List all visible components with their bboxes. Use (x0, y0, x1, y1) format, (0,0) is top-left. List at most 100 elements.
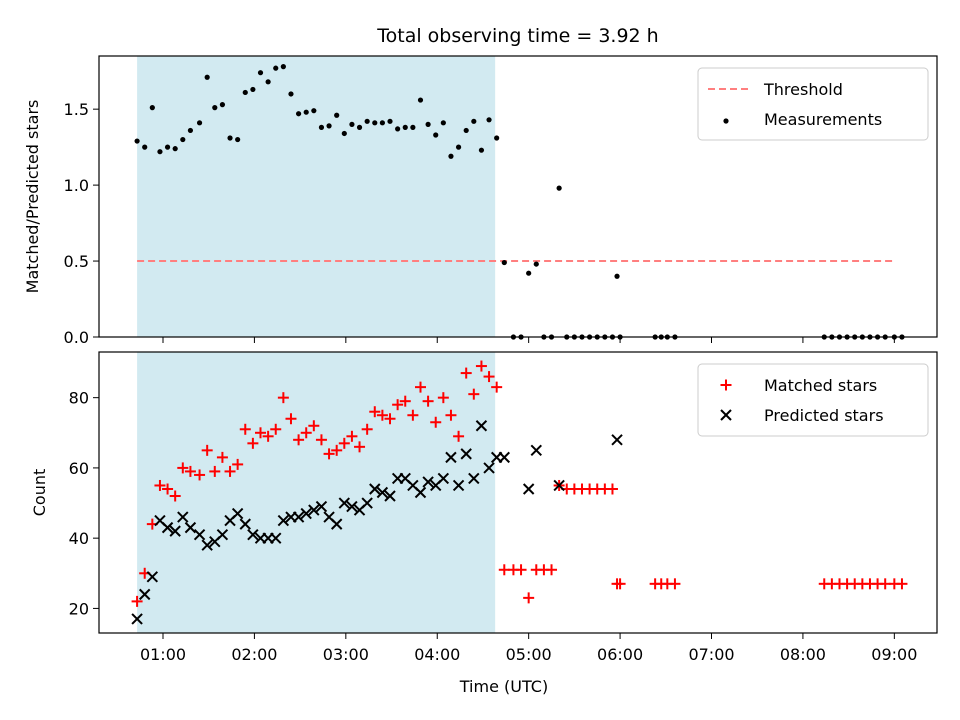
measurement-point (257, 70, 264, 76)
legend-label-threshold: Threshold (763, 80, 843, 99)
predicted-star-point (460, 448, 472, 460)
axes-frame-top (98, 55, 938, 338)
measurement-point (364, 118, 370, 124)
measurement-point (526, 270, 532, 276)
predicted-star-point (315, 500, 328, 513)
predicted-star-point (201, 539, 213, 551)
matched-star-point (216, 451, 228, 463)
x-axis-label: Time (UTC) (459, 677, 548, 696)
measurement-point (372, 120, 378, 126)
measurement-point (142, 144, 148, 150)
matched-star-point (232, 458, 244, 470)
matched-star-point (177, 462, 189, 474)
matched-star-point (308, 420, 320, 432)
observing-window-shade-top (137, 56, 496, 337)
measurement-point (494, 135, 500, 141)
predicted-star-point (445, 451, 457, 464)
measurement-point (349, 121, 355, 127)
matched-star-point (361, 423, 373, 435)
predicted-star-point (498, 451, 510, 464)
predicted-star-point (338, 497, 351, 509)
x-tick-label: 01:00 (140, 645, 186, 664)
measurement-point (187, 127, 194, 134)
predicted-star-point (193, 528, 206, 541)
predicted-star-point (361, 497, 373, 509)
top-ytick-label: 1.5 (64, 100, 89, 119)
measurement-point (410, 124, 416, 130)
predicted-star-point (277, 514, 290, 527)
measurement-point (341, 130, 347, 137)
matched-star-point (323, 448, 335, 460)
predicted-star-point (308, 504, 320, 516)
measurement-point (204, 74, 210, 80)
matched-star-point (399, 395, 411, 407)
legend-label-measurements: Measurements (764, 110, 882, 129)
matched-star-point (285, 413, 297, 425)
predicted-star-point (330, 518, 343, 530)
predicted-star-point (553, 479, 565, 492)
matched-star-point (491, 381, 503, 393)
matched-star-point (669, 578, 681, 590)
predicted-star-point (522, 483, 535, 495)
matched-star-point (523, 592, 535, 604)
predicted-star-point (346, 500, 358, 513)
legend-label-matched: Matched stars (764, 376, 877, 395)
matched-star-point (201, 444, 213, 456)
x-tick-label: 04:00 (414, 645, 460, 664)
x-tick-label: 03:00 (323, 645, 369, 664)
matched-star-point (184, 465, 196, 477)
matched-star-point (376, 409, 388, 421)
measurement-point (164, 144, 171, 150)
bottom-ytick-label: 20 (69, 599, 89, 618)
measurement-point (463, 127, 469, 134)
panel-ratio: 0.0 0.5 1.0 1.5 Matched/Predicted stars Thr… (23, 55, 938, 347)
top-ytick-label: 1.0 (64, 176, 89, 195)
matched-star-point (896, 578, 908, 590)
measurement-point (149, 105, 155, 111)
predicted-star-point (437, 472, 450, 485)
matched-star-point (346, 430, 358, 442)
measurement-point (556, 185, 562, 191)
matched-star-point (437, 392, 449, 404)
axes-frame-bottom (98, 351, 938, 634)
measurement-point (219, 102, 226, 108)
panel-counts: 20 40 60 80 01:00 02:00 03:00 04:00 05:00 06:00 07… (30, 351, 938, 696)
matched-star-point (546, 564, 558, 576)
matched-star-point (475, 360, 487, 372)
matched-star-point (270, 423, 282, 435)
measurement-point (212, 105, 218, 111)
predicted-star-point (161, 521, 174, 534)
measurement-point (180, 136, 186, 143)
predicted-star-point (184, 521, 197, 534)
matched-star-point (293, 434, 305, 446)
measurement-point (614, 273, 620, 279)
chart-title: Total observing time = 3.92 h (376, 25, 658, 47)
matched-star-point (414, 381, 426, 393)
bottom-ytick-label: 60 (69, 459, 89, 478)
predicted-star-point (475, 420, 488, 432)
predicted-star-point (530, 444, 542, 457)
matched-star-point (369, 406, 381, 418)
measurement-point (356, 124, 363, 130)
top-ytick-label: 0.0 (64, 328, 89, 347)
matched-star-point (315, 434, 327, 446)
predicted-star-point (414, 486, 427, 499)
x-tick-label: 09:00 (871, 645, 917, 664)
measurement-point (533, 261, 539, 267)
legend-top: Threshold Measurements (697, 67, 929, 141)
y-axis-label-top: Matched/Predicted stars (23, 100, 42, 294)
measurement-point (134, 138, 140, 144)
predicted-star-point (247, 528, 259, 541)
matched-star-point (453, 430, 465, 442)
legend-bottom: Matched stars Predicted stars (697, 363, 929, 437)
x-tick-label: 06:00 (597, 645, 643, 664)
measurement-point (417, 97, 424, 103)
legend-handle-measurements (723, 118, 729, 124)
matched-star-point (515, 564, 527, 576)
predicted-star-point (292, 511, 305, 523)
matched-star-point (422, 395, 434, 407)
measurement-point (425, 121, 431, 127)
matched-star-point (338, 437, 350, 449)
predicted-star-point (384, 490, 396, 502)
